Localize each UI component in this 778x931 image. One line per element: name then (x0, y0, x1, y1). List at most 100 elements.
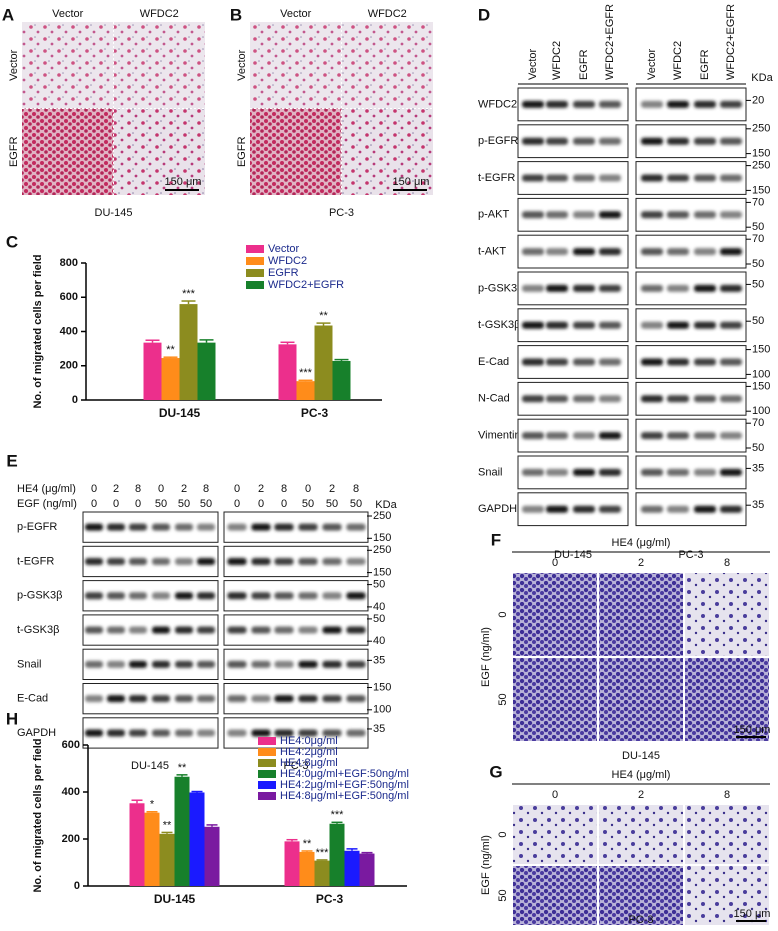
band (522, 137, 544, 145)
condition-value: 8 (135, 483, 141, 495)
band (720, 395, 742, 403)
row-label: p-EGFR (17, 521, 57, 533)
bar (143, 342, 162, 400)
panel-label: D (478, 5, 490, 24)
row-title: EGF (ng/ml) (480, 835, 492, 895)
micrograph (22, 22, 114, 109)
band (107, 523, 125, 531)
error-bar (161, 831, 173, 834)
band (522, 358, 544, 366)
marker-label: 250 (752, 160, 770, 172)
y-tick-label: 800 (60, 257, 78, 269)
column-label: WFDC2 (140, 8, 179, 20)
marker-label: 40 (373, 601, 385, 613)
band (322, 523, 342, 531)
marker-label: 70 (752, 417, 764, 429)
legend-label: Vector (268, 243, 300, 255)
unit-label: KDa (751, 72, 773, 84)
band (599, 321, 621, 329)
band (274, 729, 294, 737)
band (667, 137, 689, 145)
band (175, 695, 193, 703)
row-label: E-Cad (17, 693, 48, 705)
significance: ** (319, 310, 328, 322)
band (175, 660, 193, 668)
band (546, 358, 568, 366)
band (274, 557, 294, 565)
row-title: EGF (ng/ml) (480, 627, 492, 687)
header: HE4 (μg/ml) (612, 769, 671, 781)
band (227, 660, 247, 668)
marker-label: 100 (752, 368, 770, 380)
band (599, 432, 621, 440)
band (573, 137, 595, 145)
blot-frame (82, 545, 219, 578)
band (107, 660, 125, 668)
row-label: Snail (478, 466, 502, 478)
scale-label: 150 μm (734, 724, 771, 736)
micrograph (250, 108, 342, 195)
band (641, 100, 663, 108)
significance: ** (163, 819, 172, 831)
band (522, 211, 544, 219)
band (129, 729, 147, 737)
condition-value: 8 (353, 483, 359, 495)
row-label: Snail (17, 658, 41, 670)
condition-value: 2 (258, 483, 264, 495)
band (152, 592, 170, 600)
band (129, 523, 147, 531)
band (667, 321, 689, 329)
band (694, 248, 716, 256)
micrograph (113, 22, 205, 109)
row-label: E-Cad (478, 356, 509, 368)
band (298, 660, 318, 668)
y-tick-label: 0 (74, 880, 80, 892)
condition-value: 0 (113, 498, 119, 510)
blot-frame (82, 614, 219, 646)
row-label: Vimentin (478, 430, 521, 442)
blot-frame (223, 717, 369, 749)
band (694, 358, 716, 366)
condition-value: 50 (350, 498, 362, 510)
band (694, 100, 716, 108)
legend-label: HE4:2μg/ml (280, 746, 338, 758)
condition-value: 8 (281, 483, 287, 495)
band (720, 211, 742, 219)
error-bar (131, 799, 143, 804)
column-label: Vector (52, 8, 84, 20)
band (346, 626, 366, 634)
band (346, 729, 366, 737)
band (107, 592, 125, 600)
band (573, 100, 595, 108)
band (322, 592, 342, 600)
band (720, 174, 742, 182)
micrograph (341, 22, 433, 109)
bar (159, 833, 175, 886)
panel-label: F (491, 530, 501, 549)
bar (278, 344, 297, 400)
micrograph (599, 658, 683, 741)
band (573, 284, 595, 292)
legend-label: WFDC2+EGFR (268, 279, 344, 291)
marker-label: 35 (373, 654, 385, 666)
marker-label: 50 (752, 442, 764, 454)
x-tick-label: DU-145 (159, 406, 201, 420)
legend-label: EGFR (268, 267, 299, 279)
marker-label: 150 (752, 184, 770, 196)
band (720, 100, 742, 108)
legend-swatch (258, 737, 276, 745)
y-tick-label: 600 (60, 291, 78, 303)
condition-value: 0 (135, 498, 141, 510)
band (197, 660, 215, 668)
error-bar (316, 322, 331, 326)
marker-label: 70 (752, 233, 764, 245)
row-label: WFDC2 (478, 98, 517, 110)
condition-label: EGF (ng/ml) (17, 498, 77, 510)
error-bar (199, 339, 214, 343)
band (641, 395, 663, 403)
band (85, 660, 103, 668)
column-label: 0 (552, 789, 558, 801)
band (152, 557, 170, 565)
bar (179, 304, 198, 400)
band (694, 432, 716, 440)
